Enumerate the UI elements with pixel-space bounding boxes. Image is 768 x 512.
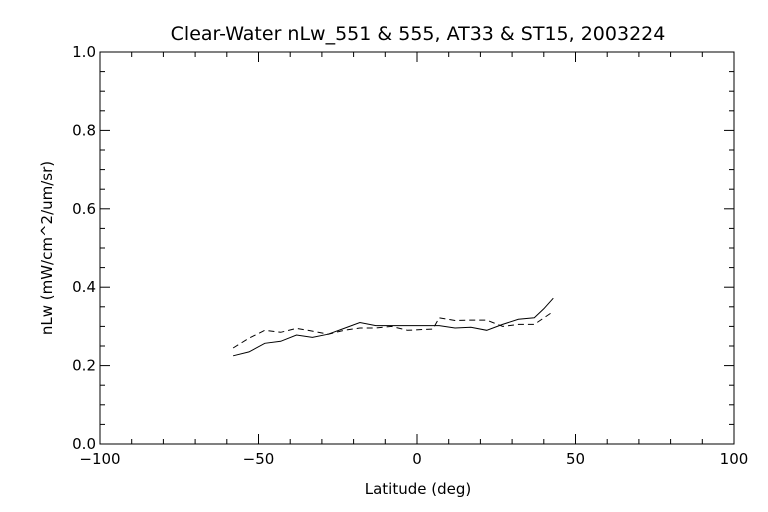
series-line-solid: [232, 297, 554, 357]
x-tick-label: 0: [412, 450, 422, 468]
y-axis-label: nLw (mW/cm^2/um/sr): [38, 161, 56, 335]
series-line-dashed: [232, 311, 554, 349]
y-tick-label: 0.2: [72, 357, 96, 375]
y-tick-label: 0.8: [72, 121, 96, 139]
y-tick-label: 0.6: [72, 200, 96, 218]
y-tick-label: 0.4: [72, 278, 96, 296]
x-tick-label: 100: [720, 450, 749, 468]
axis-ticks: [99, 51, 735, 445]
x-tick-label: 50: [566, 450, 585, 468]
series-group: [232, 297, 554, 357]
y-tick-label: 1.0: [72, 43, 96, 61]
y-tick-label: 0.0: [72, 435, 96, 453]
tick-labels: −100 −50 0 50 100 0.0 0.2 0.4 0.6 0.8 1.0: [72, 43, 748, 468]
x-tick-label: −100: [79, 450, 120, 468]
x-tick-label: −50: [243, 450, 275, 468]
chart-title: Clear-Water nLw_551 & 555, AT33 & ST15, …: [171, 23, 666, 45]
plot-frame: [99, 51, 735, 445]
x-axis-label: Latitude (deg): [365, 480, 471, 498]
